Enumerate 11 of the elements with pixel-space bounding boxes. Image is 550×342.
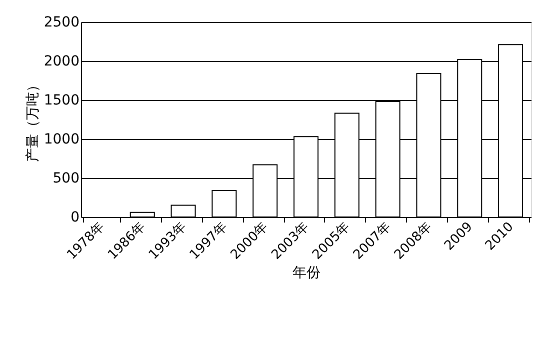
x-axis-title: 年份 <box>292 265 320 282</box>
y-tick-label: 2000 <box>44 54 80 70</box>
bar <box>170 204 196 218</box>
bar <box>130 212 155 218</box>
y-tick-label: 1000 <box>44 132 80 148</box>
bar <box>212 190 237 218</box>
y-tick-label: 0 <box>70 210 80 226</box>
y-axis-title: 产量（万吨） <box>24 78 41 162</box>
y-tick-label: 2500 <box>44 14 80 30</box>
y-tick-label: 500 <box>52 170 80 186</box>
y-tick-label: 1500 <box>44 92 80 108</box>
